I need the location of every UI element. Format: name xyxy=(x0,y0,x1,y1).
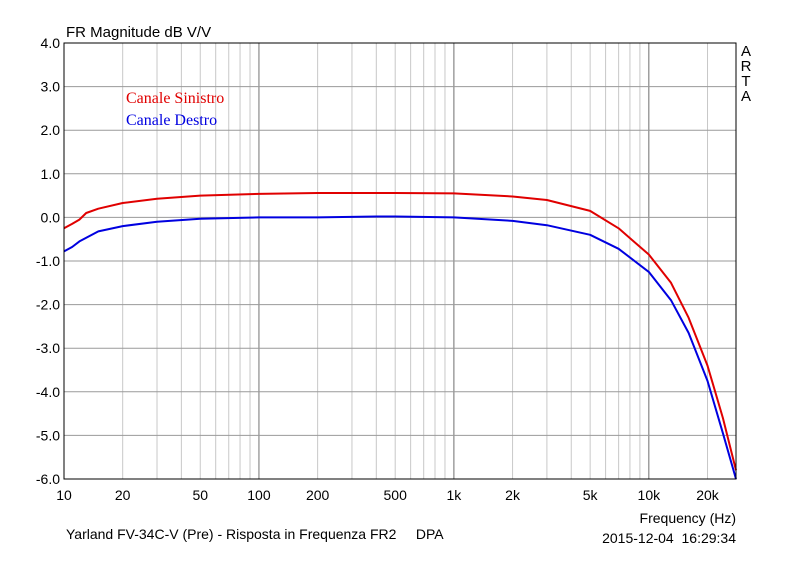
x-axis-ticks: 10 20 50 100 200 500 1k 2k 5k 10k 20k xyxy=(56,487,720,503)
y-tick-label: -1.0 xyxy=(36,253,60,269)
brand-letter: A xyxy=(741,43,751,60)
x-tick-label: 1k xyxy=(446,487,462,503)
x-tick-label: 20k xyxy=(696,487,720,503)
y-axis-ticks: 4.0 3.0 2.0 1.0 0.0 -1.0 -2.0 -3.0 -4.0 -5.0 -6.0 xyxy=(36,35,60,487)
x-tick-label: 50 xyxy=(192,487,208,503)
brand-letter: T xyxy=(741,73,750,90)
brand-letter: R xyxy=(741,58,752,75)
legend-entry-right: Canale Destro xyxy=(126,112,217,129)
x-tick-label: 500 xyxy=(384,487,408,503)
y-tick-label: -2.0 xyxy=(36,297,60,313)
footer-timestamp: 2015-12-04 16:29:34 xyxy=(602,530,736,546)
y-tick-label: 1.0 xyxy=(41,166,61,182)
footer-left-text: Yarland FV-34C-V (Pre) - Risposta in Fre… xyxy=(66,526,444,542)
x-tick-label: 5k xyxy=(583,487,599,503)
plot-frame xyxy=(63,42,737,480)
y-tick-label: 2.0 xyxy=(41,122,61,138)
series-line-right xyxy=(63,215,737,480)
x-tick-label: 100 xyxy=(247,487,271,503)
series-layer xyxy=(63,192,737,480)
y-tick-label: 0.0 xyxy=(41,209,61,225)
y-tick-label: 4.0 xyxy=(41,35,61,51)
x-tick-label: 2k xyxy=(505,487,521,503)
x-tick-label: 10k xyxy=(638,487,662,503)
y-tick-label: 3.0 xyxy=(41,79,61,95)
brand-letter: A xyxy=(741,88,751,105)
x-tick-label: 10 xyxy=(56,487,72,503)
y-tick-label: -4.0 xyxy=(36,384,60,400)
chart-title: FR Magnitude dB V/V xyxy=(66,24,211,41)
y-tick-label: -3.0 xyxy=(36,340,60,356)
x-axis-label: Frequency (Hz) xyxy=(640,510,736,526)
legend: Canale Sinistro Canale Destro xyxy=(126,90,224,129)
legend-entry-left: Canale Sinistro xyxy=(126,90,224,107)
x-tick-label: 20 xyxy=(115,487,131,503)
series-line-left xyxy=(63,192,737,471)
x-tick-label: 200 xyxy=(306,487,330,503)
y-tick-label: -5.0 xyxy=(36,427,60,443)
y-tick-label: -6.0 xyxy=(36,471,60,487)
